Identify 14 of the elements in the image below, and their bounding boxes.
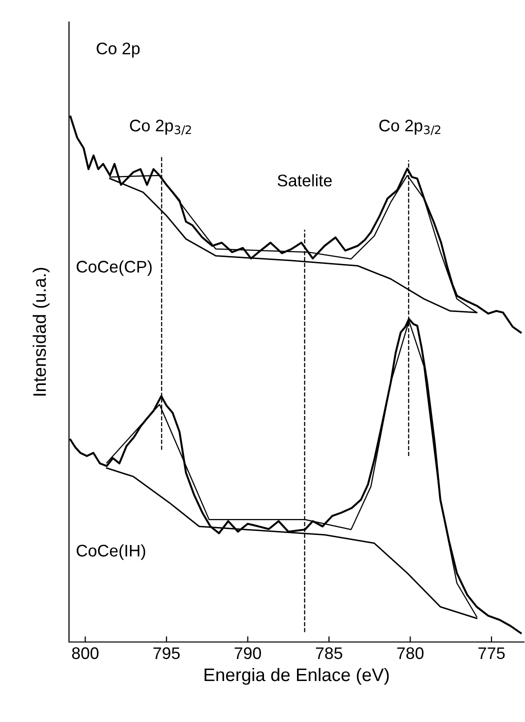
x-tick-label: 790 — [234, 647, 262, 660]
y-axis-title: Intensidad (u.a.) — [32, 268, 50, 396]
chart-title: Co 2p — [96, 42, 140, 58]
x-tick-label: 780 — [397, 647, 424, 660]
x-tick-label: 795 — [153, 647, 180, 660]
annotation: Satelite — [278, 174, 332, 186]
x-tick-label: 800 — [72, 647, 99, 660]
annotation: Co 2p$_{3/2}$ — [379, 120, 440, 136]
annotation: CoCe(IH) — [76, 544, 146, 560]
annotation: Co 2p$_{3/2}$ — [130, 120, 191, 136]
x-tick-label: 775 — [478, 647, 505, 660]
x-tick-label: 785 — [316, 647, 342, 660]
x-axis-title: Energia de Enlace (eV) — [204, 668, 389, 685]
annotation: CoCe(CP) — [76, 260, 152, 276]
